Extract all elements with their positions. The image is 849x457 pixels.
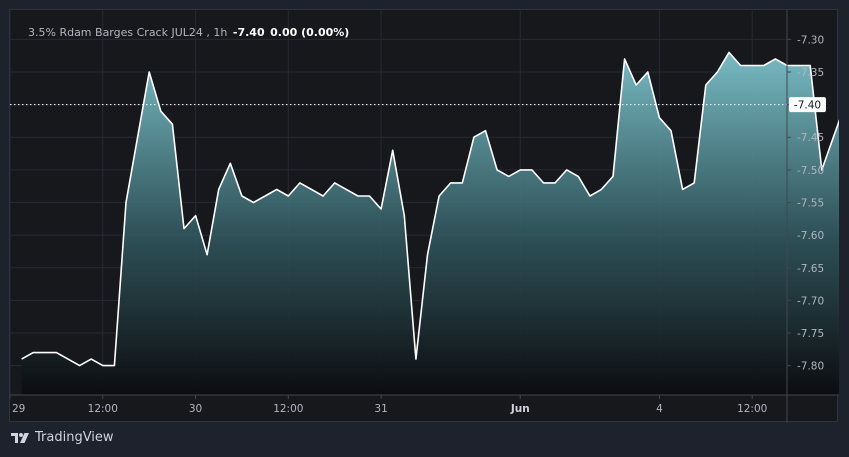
x-tick-label: Jun bbox=[510, 403, 530, 415]
chart-legend: 3.5% Rdam Barges Crack JUL24 , 1h -7.40 … bbox=[28, 26, 349, 39]
change-value: 0.00 (0.00%) bbox=[270, 26, 350, 39]
time-axis[interactable]: 29 12:00 30 12:00 31 Jun 4 12:00 bbox=[10, 395, 767, 415]
last-value: -7.40 bbox=[232, 26, 265, 39]
x-tick-label: 12:00 bbox=[737, 403, 767, 415]
y-tick-label: -7.45 bbox=[797, 132, 824, 144]
y-tick-label: -7.60 bbox=[797, 230, 824, 242]
y-tick-label: -7.35 bbox=[797, 67, 824, 79]
interval-label: 1h bbox=[213, 26, 228, 39]
y-tick-label: -7.75 bbox=[797, 328, 824, 340]
brand-label: TradingView bbox=[35, 430, 114, 445]
y-tick-label: -7.50 bbox=[797, 165, 824, 177]
legend-separator: , bbox=[202, 26, 214, 39]
chart-frame[interactable]: -7.30 -7.35 -7.40 -7.45 -7.50 -7.55 -7.60 -7.65… bbox=[9, 9, 839, 423]
x-tick-label: 29 bbox=[12, 403, 25, 415]
y-tick-label: -7.70 bbox=[797, 295, 824, 307]
y-tick-label: -7.80 bbox=[797, 361, 824, 373]
x-tick-label: 12:00 bbox=[88, 403, 118, 415]
series-line bbox=[21, 51, 839, 367]
x-tick-label: 30 bbox=[189, 403, 202, 415]
y-tick-label: -7.30 bbox=[797, 34, 824, 46]
y-tick-label: -7.55 bbox=[797, 198, 824, 210]
symbol-name: 3.5% Rdam Barges Crack JUL24 bbox=[28, 26, 203, 39]
tradingview-brand[interactable]: TradingView bbox=[10, 430, 114, 445]
last-price-badge: -7.40 bbox=[789, 97, 826, 113]
tradingview-logo-icon bbox=[11, 432, 29, 443]
y-tick-label: -7.65 bbox=[797, 263, 824, 275]
last-price-label: -7.40 bbox=[794, 99, 821, 111]
x-tick-label: 12:00 bbox=[273, 403, 303, 415]
series-area-fill bbox=[21, 52, 839, 395]
x-tick-label: 31 bbox=[374, 403, 387, 415]
price-chart[interactable]: -7.30 -7.35 -7.40 -7.45 -7.50 -7.55 -7.60 -7.65… bbox=[10, 10, 839, 423]
x-tick-label: 4 bbox=[656, 403, 663, 415]
